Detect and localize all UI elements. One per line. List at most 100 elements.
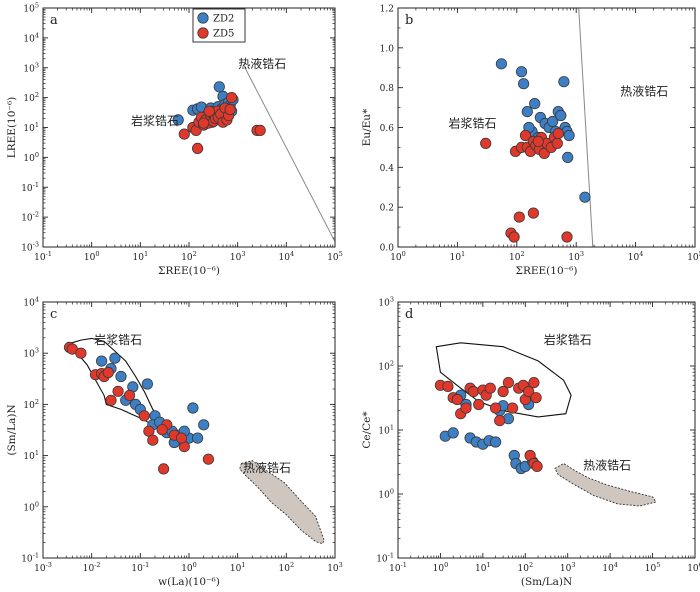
- data-point: [147, 434, 159, 446]
- y-tick-label: 10-2: [21, 211, 39, 224]
- data-point: [551, 137, 563, 149]
- x-tick-label: 100: [181, 561, 197, 574]
- y-tick-label: 101: [23, 449, 39, 462]
- x-axis-label: (Sm/La)N: [521, 576, 572, 588]
- x-axis-label: ΣREE(10⁻⁶): [516, 265, 578, 277]
- data-point: [254, 124, 266, 136]
- series-ZD5-c: [63, 341, 214, 475]
- data-point: [508, 231, 520, 243]
- x-tick-label: 10-1: [34, 250, 52, 263]
- region-label: 热液锆石: [243, 460, 291, 475]
- y-tick-label: 100: [23, 500, 39, 513]
- data-point: [513, 211, 525, 223]
- x-tick-label: 104: [602, 561, 618, 574]
- data-point: [105, 394, 117, 406]
- y-tick-label: 103: [23, 61, 39, 74]
- series-ZD5-d: [434, 376, 543, 472]
- series-ZD5-b: [480, 127, 573, 243]
- boundary-line-a: [242, 64, 335, 242]
- y-tick-label: 102: [23, 398, 39, 411]
- data-point: [561, 231, 573, 243]
- data-point: [530, 392, 542, 404]
- data-point: [506, 402, 519, 414]
- data-point: [198, 419, 210, 431]
- y-tick-label: 1.2: [380, 5, 394, 15]
- data-point: [442, 380, 454, 392]
- data-point: [192, 432, 204, 444]
- data-point: [109, 352, 121, 364]
- data-point: [527, 207, 540, 219]
- data-point: [112, 385, 124, 397]
- data-point: [555, 109, 567, 122]
- data-point: [102, 366, 114, 379]
- legend-marker-ZD5: [197, 27, 209, 39]
- series-ZD2-b: [495, 58, 591, 203]
- region-label: 岩浆锆石: [131, 113, 179, 128]
- x-tick-label: 105: [687, 250, 700, 263]
- region-label: 热液锆石: [620, 84, 668, 99]
- x-tick-label: 101: [450, 250, 466, 263]
- y-tick-label: 101: [23, 121, 39, 134]
- data-point: [473, 398, 485, 411]
- data-point: [141, 378, 153, 390]
- x-tick-label: 101: [475, 561, 491, 574]
- x-tick-label: 102: [279, 561, 295, 574]
- data-point: [226, 92, 238, 104]
- x-tick-label: 101: [133, 250, 149, 263]
- x-tick-label: 102: [181, 250, 197, 263]
- region-label: 岩浆锆石: [94, 332, 142, 347]
- y-tick-label: 10-1: [21, 552, 39, 565]
- y-tick-label: 101: [378, 424, 394, 437]
- hydrothermal-field-c: [239, 460, 325, 545]
- y-tick-label: 103: [378, 296, 394, 309]
- region-label: 热液锆石: [583, 458, 631, 473]
- panel-b: 100 101 102 103 104 105 0.0 0.2 0.4 0.6 0.8 1.0 1.2 Σ…: [361, 5, 700, 278]
- x-tick-label: 102: [509, 250, 525, 263]
- y-tick-label: 103: [23, 347, 39, 360]
- series-ZD2-c: [96, 352, 210, 449]
- data-point: [502, 376, 514, 389]
- data-point: [519, 129, 532, 142]
- data-point: [480, 137, 492, 149]
- panel-label: d: [405, 307, 413, 322]
- data-point: [517, 78, 530, 90]
- x-tick-label: 100: [390, 250, 406, 263]
- data-point: [96, 355, 108, 367]
- x-tick-label: 10-1: [389, 561, 407, 574]
- data-point: [138, 410, 150, 422]
- data-point: [123, 389, 136, 401]
- magmatic-field-d: [435, 342, 572, 418]
- x-tick-label: 106: [687, 561, 700, 574]
- data-point: [579, 191, 591, 203]
- x-tick-label: 102: [517, 561, 533, 574]
- panel-label: a: [50, 13, 58, 28]
- x-tick-label: 105: [327, 250, 343, 263]
- data-point: [451, 393, 463, 406]
- data-point: [460, 402, 472, 414]
- data-point: [192, 142, 204, 154]
- hydrothermal-field-d: [554, 462, 657, 507]
- x-axis-label: ΣREE(10⁻⁶): [158, 265, 220, 277]
- y-tick-label: 0.0: [380, 244, 395, 254]
- data-point: [558, 76, 570, 88]
- data-point: [203, 105, 215, 117]
- data-point: [172, 114, 184, 126]
- y-axis-label: Ce/Ce*: [361, 411, 373, 449]
- data-point: [563, 129, 575, 142]
- y-tick-label: 0.6: [380, 124, 395, 134]
- data-point: [175, 432, 188, 444]
- x-tick-label: 104: [628, 250, 644, 263]
- data-point: [115, 370, 127, 383]
- data-point: [546, 115, 559, 128]
- data-point: [467, 385, 479, 398]
- y-tick-label: 104: [23, 31, 39, 44]
- legend-label-ZD5: ZD5: [213, 29, 234, 40]
- y-tick-label: 0.2: [380, 204, 394, 214]
- data-point: [552, 127, 564, 140]
- panel-a: 10-1 100 101 102 103 104 105 10-3 10-2 10-1 100 101…: [6, 2, 343, 278]
- data-point: [522, 385, 535, 398]
- x-axis-label: w(La)(10⁻⁶): [158, 576, 220, 588]
- data-point: [213, 81, 225, 93]
- data-point: [75, 347, 87, 359]
